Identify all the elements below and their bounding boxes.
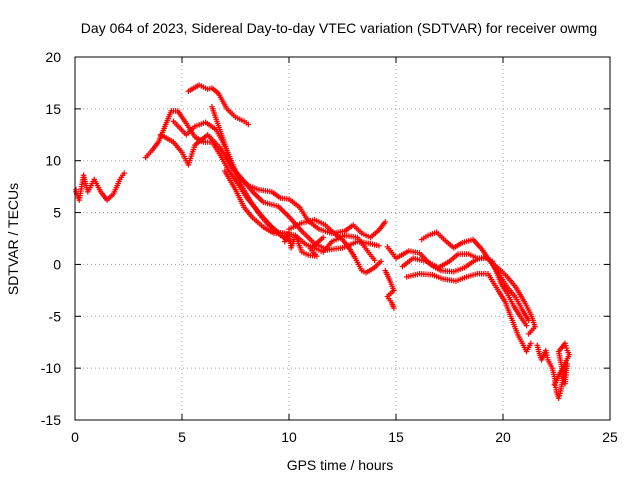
x-tick-labels: 0 5 10 15 20 25 — [71, 429, 618, 445]
series-trace-d — [157, 131, 382, 253]
y-axis-label: SDTVAR / TECUs — [5, 183, 21, 295]
data-point — [557, 369, 564, 376]
y-tick-labels: 20 15 10 5 0 -5 -10 -15 — [41, 49, 61, 428]
y-tick-label: 20 — [45, 49, 61, 65]
series-trace-h — [286, 217, 384, 276]
data-point — [121, 170, 128, 176]
series-trace-o — [534, 340, 573, 402]
data-point — [245, 121, 252, 128]
x-tick-label: 25 — [602, 429, 618, 445]
data-point — [371, 257, 378, 264]
axis-ticks — [74, 56, 611, 421]
series-trace-m — [418, 229, 538, 337]
data-point — [376, 242, 382, 249]
data-point — [523, 322, 530, 329]
series-trace-k — [399, 251, 532, 324]
series-trace-a — [73, 170, 128, 203]
x-tick-label: 5 — [178, 429, 186, 445]
x-tick-label: 15 — [388, 429, 404, 445]
series-trace-i — [382, 267, 397, 311]
y-tick-label: -10 — [41, 360, 61, 376]
y-tick-label: 5 — [53, 205, 61, 221]
data-point — [525, 331, 532, 337]
y-tick-label: -5 — [49, 308, 62, 324]
data-points — [73, 82, 573, 402]
series-trace-l — [403, 270, 534, 355]
chart-title: Day 064 of 2023, Sidereal Day-to-day VTE… — [81, 20, 597, 36]
data-point — [391, 305, 397, 311]
y-tick-label: 10 — [45, 153, 61, 169]
data-point — [320, 234, 327, 241]
series-trace-n — [281, 229, 327, 259]
x-tick-label: 10 — [281, 429, 297, 445]
y-tick-label: -15 — [41, 412, 61, 428]
data-point — [378, 258, 384, 265]
x-tick-label: 0 — [71, 429, 79, 445]
data-point — [528, 340, 534, 347]
x-axis-label: GPS time / hours — [287, 457, 394, 473]
x-tick-label: 20 — [495, 429, 511, 445]
plot-frame — [74, 56, 611, 421]
data-point — [382, 219, 389, 225]
series-trace-e — [185, 82, 252, 128]
y-tick-label: 15 — [45, 101, 61, 117]
y-tick-label: 0 — [53, 256, 61, 272]
